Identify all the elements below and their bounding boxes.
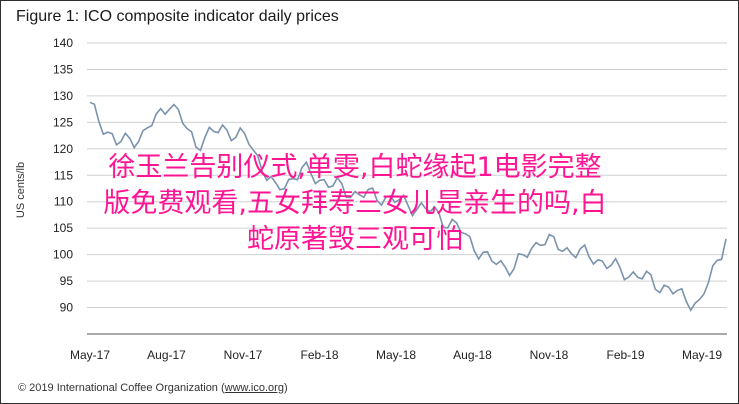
y-tick-label: 135 (53, 62, 73, 76)
x-tick-label: Nov-17 (224, 348, 263, 362)
y-tick-label: 120 (53, 142, 73, 156)
x-tick-label: Nov-18 (530, 348, 569, 362)
copyright-footer: © 2019 International Coffee Organization… (18, 382, 288, 394)
chart-title: Figure 1: ICO composite indicator daily … (16, 8, 339, 25)
x-tick-label: May-19 (682, 348, 722, 362)
y-tick-label: 100 (53, 248, 73, 262)
y-tick-label: 110 (54, 195, 73, 209)
y-tick-label: 115 (54, 168, 73, 182)
x-tick-label: May-17 (70, 348, 110, 362)
overlay-line-2: 版免费观看,五女拜寿三女儿是亲生的吗,白 (103, 188, 607, 219)
x-axis-ticks: May-17 Aug-17 Nov-17 Feb-18 May-18 Aug-18 Nov-… (70, 348, 722, 362)
overlay-line-3: 蛇原著毁三观可怕 (247, 224, 463, 255)
y-axis-ticks: 90 95 100 105 110 115 120 125 130 135 140 (53, 36, 73, 315)
grid-lines (87, 42, 727, 309)
series-line (89, 101, 727, 312)
y-tick-label: 140 (53, 36, 73, 50)
y-tick-label: 125 (53, 115, 73, 129)
y-tick-label: 90 (60, 301, 74, 315)
x-tick-label: Feb-18 (300, 348, 338, 362)
series-layer (89, 101, 727, 312)
y-tick-label: 105 (53, 221, 73, 235)
overlay-text: 徐玉兰告别仪式,单雯,白蛇缘起1电影完整 版免费观看,五女拜寿三女儿是亲生的吗,… (10, 150, 700, 258)
x-tick-label: Aug-18 (453, 348, 492, 362)
overlay-line-1: 徐玉兰告别仪式,单雯,白蛇缘起1电影完整 (108, 152, 602, 183)
y-tick-label: 95 (60, 274, 74, 288)
y-axis-label: US cents/lb (15, 162, 27, 218)
x-tick-label: Aug-17 (147, 348, 186, 362)
footer-link[interactable]: www.ico.org (224, 382, 284, 394)
footer-text: © 2019 International Coffee Organization… (18, 382, 225, 394)
y-tick-label: 130 (53, 89, 73, 103)
x-tick-label: Feb-19 (606, 348, 644, 362)
footer-close: ) (283, 382, 288, 394)
x-tick-label: May-18 (376, 348, 416, 362)
